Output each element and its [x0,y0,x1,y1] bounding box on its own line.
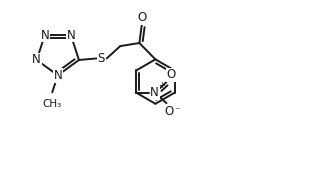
Text: +: + [158,81,165,90]
Text: N: N [150,86,159,99]
Text: N: N [54,69,62,82]
Text: ⁻: ⁻ [174,106,180,116]
Text: N: N [32,54,41,67]
Text: N: N [40,29,49,42]
Text: O: O [165,105,174,118]
Text: O: O [167,68,176,81]
Text: CH₃: CH₃ [43,99,62,109]
Text: S: S [97,52,105,65]
Text: N: N [66,29,75,42]
Text: O: O [137,11,146,24]
